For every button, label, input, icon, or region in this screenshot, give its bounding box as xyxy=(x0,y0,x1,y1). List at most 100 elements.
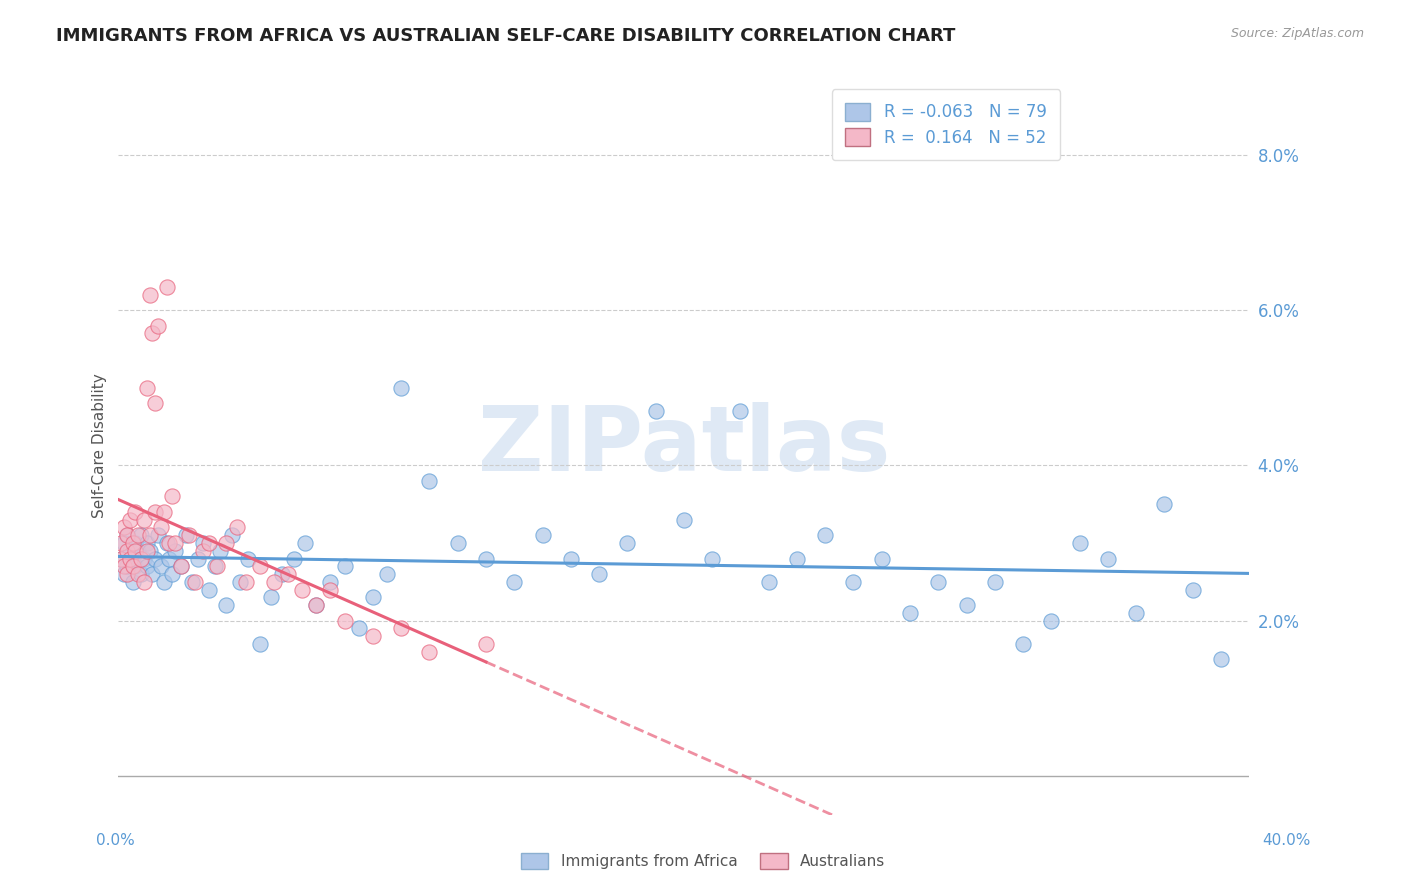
Point xyxy=(226,520,249,534)
Point xyxy=(110,551,132,566)
Point xyxy=(112,559,135,574)
Point xyxy=(146,318,169,333)
Point xyxy=(277,567,299,582)
Point xyxy=(193,543,215,558)
Point xyxy=(730,404,752,418)
Legend: R = -0.063   N = 79, R =  0.164   N = 52: R = -0.063 N = 79, R = 0.164 N = 52 xyxy=(832,89,1060,161)
Point xyxy=(333,559,356,574)
Point xyxy=(319,574,342,589)
Point xyxy=(110,551,132,566)
Point xyxy=(163,543,186,558)
Point xyxy=(475,551,498,566)
Point xyxy=(132,551,155,566)
Point xyxy=(1181,582,1204,597)
Text: Source: ZipAtlas.com: Source: ZipAtlas.com xyxy=(1230,27,1364,40)
Point xyxy=(118,551,141,566)
Point xyxy=(135,381,157,395)
Point xyxy=(319,582,342,597)
Point xyxy=(174,528,197,542)
Point xyxy=(870,551,893,566)
Point xyxy=(305,598,328,612)
Point xyxy=(157,536,180,550)
Point xyxy=(389,381,412,395)
Point xyxy=(115,559,138,574)
Point xyxy=(112,536,135,550)
Point xyxy=(124,505,146,519)
Text: 0.0%: 0.0% xyxy=(96,833,135,847)
Point xyxy=(121,551,143,566)
Point xyxy=(238,551,260,566)
Point xyxy=(124,559,146,574)
Point xyxy=(1209,652,1232,666)
Point xyxy=(157,551,180,566)
Point xyxy=(644,404,666,418)
Point xyxy=(143,551,166,566)
Point xyxy=(127,528,149,542)
Point xyxy=(361,591,384,605)
Point xyxy=(418,645,440,659)
Point xyxy=(503,574,526,589)
Point xyxy=(152,574,174,589)
Point xyxy=(271,567,294,582)
Point xyxy=(115,528,138,542)
Point xyxy=(138,528,160,542)
Text: 40.0%: 40.0% xyxy=(1263,833,1310,847)
Point xyxy=(187,551,209,566)
Point xyxy=(138,543,160,558)
Point xyxy=(118,513,141,527)
Point xyxy=(141,567,163,582)
Point xyxy=(418,474,440,488)
Point xyxy=(447,536,470,550)
Point xyxy=(129,528,152,542)
Point xyxy=(229,574,252,589)
Point xyxy=(249,637,271,651)
Point xyxy=(169,559,191,574)
Point xyxy=(616,536,638,550)
Point xyxy=(138,287,160,301)
Legend: Immigrants from Africa, Australians: Immigrants from Africa, Australians xyxy=(515,847,891,875)
Point xyxy=(118,543,141,558)
Point xyxy=(249,559,271,574)
Point xyxy=(1012,637,1035,651)
Point xyxy=(1153,497,1175,511)
Point xyxy=(179,528,201,542)
Point xyxy=(375,567,398,582)
Point xyxy=(198,536,221,550)
Point xyxy=(184,574,207,589)
Point xyxy=(135,536,157,550)
Text: IMMIGRANTS FROM AFRICA VS AUSTRALIAN SELF-CARE DISABILITY CORRELATION CHART: IMMIGRANTS FROM AFRICA VS AUSTRALIAN SEL… xyxy=(56,27,956,45)
Point xyxy=(842,574,865,589)
Point xyxy=(927,574,949,589)
Point xyxy=(389,621,412,635)
Point xyxy=(152,505,174,519)
Point xyxy=(204,559,226,574)
Point xyxy=(143,396,166,410)
Point xyxy=(294,536,316,550)
Point xyxy=(531,528,554,542)
Point xyxy=(135,559,157,574)
Point xyxy=(198,582,221,597)
Point xyxy=(115,567,138,582)
Point xyxy=(475,637,498,651)
Point xyxy=(169,559,191,574)
Point xyxy=(143,505,166,519)
Point xyxy=(215,536,238,550)
Point xyxy=(786,551,808,566)
Point xyxy=(121,536,143,550)
Point xyxy=(263,574,285,589)
Point xyxy=(149,559,172,574)
Point xyxy=(160,567,183,582)
Point xyxy=(124,543,146,558)
Point xyxy=(984,574,1007,589)
Point xyxy=(333,614,356,628)
Point xyxy=(672,513,695,527)
Point xyxy=(181,574,204,589)
Point xyxy=(121,574,143,589)
Point xyxy=(193,536,215,550)
Point xyxy=(283,551,305,566)
Point xyxy=(160,490,183,504)
Point xyxy=(112,520,135,534)
Point xyxy=(898,606,921,620)
Point xyxy=(291,582,314,597)
Point xyxy=(121,559,143,574)
